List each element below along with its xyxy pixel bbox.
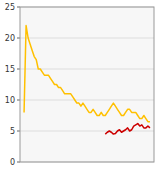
series-line [105,124,150,135]
y-tick-label: 20 [5,34,15,43]
series-group [24,26,150,135]
series-line [24,26,150,122]
grid [20,7,154,162]
chart: 0 5 10 15 20 25 [0,0,160,169]
grid-line [20,38,154,39]
grid-line [20,131,154,132]
y-tick-label: 5 [10,127,15,136]
y-axis: 0 5 10 15 20 25 [5,3,20,167]
grid-line [20,100,154,101]
y-tick-label: 15 [5,65,15,74]
y-tick-label: 0 [10,158,15,167]
plot-area [20,7,154,162]
y-tick-label: 25 [5,3,15,12]
y-tick-label: 10 [5,96,15,105]
plot-frame [20,7,154,162]
